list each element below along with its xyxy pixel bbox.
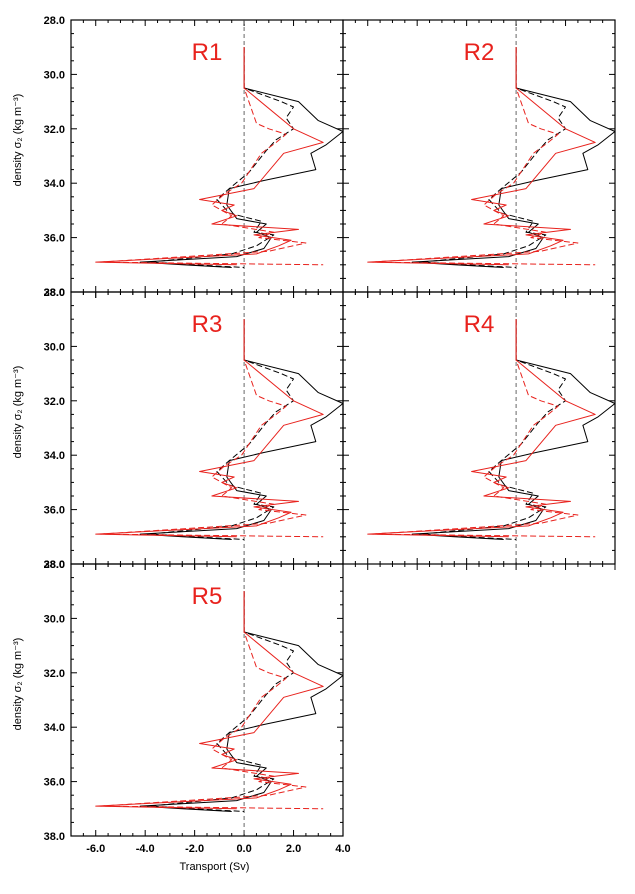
series-line-black-dashed <box>149 319 294 540</box>
y-tick-label: 38.0 <box>44 287 65 299</box>
y-tick-label: 30.0 <box>44 613 65 625</box>
y-tick-label: 30.0 <box>44 341 65 353</box>
x-tick-label: 4.0 <box>335 843 350 855</box>
y-tick-label: 38.0 <box>44 831 65 843</box>
series-line-red-dashed <box>100 47 324 266</box>
panel-r4: R4 <box>342 291 616 570</box>
series-line-black-dashed <box>149 591 294 812</box>
panel-r5: 28.0 30.0 32.0 34.0 36.0 38.0 density σ₂ (kg m… <box>12 559 351 873</box>
y-tick-label: 34.0 <box>44 178 65 190</box>
y-axis-label: density σ₂ (kg m⁻³) <box>12 638 24 731</box>
series-line-black-solid <box>139 319 344 540</box>
series-line-red-dashed <box>100 319 324 538</box>
y-axis-label: density σ₂ (kg m⁻³) <box>12 366 24 459</box>
y-tick-label: 28.0 <box>44 559 65 571</box>
panel-r1: 28.0 30.0 32.0 34.0 36.0 38.0 density σ₂ (kg m… <box>12 15 344 299</box>
y-tick-label: 32.0 <box>44 396 65 408</box>
y-tick-label: 34.0 <box>44 450 65 462</box>
series-line-red-dashed <box>372 47 596 266</box>
panel-title: R2 <box>464 39 495 66</box>
y-tick-label: 32.0 <box>44 124 65 136</box>
series-line-black-dashed <box>421 47 566 268</box>
y-tick-label: 36.0 <box>44 505 65 517</box>
series-line-red-solid <box>367 47 596 266</box>
panel-title: R4 <box>464 311 495 338</box>
panel-title: R1 <box>192 39 223 66</box>
series-line-red-solid <box>367 319 596 538</box>
y-tick-label: 36.0 <box>44 777 65 789</box>
x-tick-label: -4.0 <box>136 843 155 855</box>
y-tick-label: 30.0 <box>44 69 65 81</box>
panel-r3: 28.0 30.0 32.0 34.0 36.0 38.0 density σ₂ (kg m… <box>12 287 344 571</box>
y-axis-label: density σ₂ (kg m⁻³) <box>12 94 24 187</box>
y-tick-label: 34.0 <box>44 722 65 734</box>
series-line-black-dashed <box>149 47 294 268</box>
panel-title: R5 <box>192 583 223 610</box>
y-tick-label: 36.0 <box>44 233 65 245</box>
x-tick-label: 2.0 <box>286 843 301 855</box>
panel-r2: R2 <box>342 19 616 298</box>
x-tick-label: 0.0 <box>236 843 251 855</box>
series-line-red-solid <box>95 47 324 266</box>
series-line-black-solid <box>139 591 344 812</box>
series-line-black-solid <box>411 47 616 268</box>
series-line-red-dashed <box>372 319 596 538</box>
x-tick-label: -2.0 <box>185 843 204 855</box>
y-tick-label: 28.0 <box>44 15 65 27</box>
y-tick-label: 32.0 <box>44 668 65 680</box>
y-tick-label: 38.0 <box>44 559 65 571</box>
x-axis-label: Transport (Sv) <box>179 861 249 873</box>
series-line-black-solid <box>411 319 616 540</box>
series-line-black-dashed <box>421 319 566 540</box>
y-tick-label: 28.0 <box>44 287 65 299</box>
series-line-black-solid <box>139 47 344 268</box>
series-line-red-solid <box>95 319 324 538</box>
series-line-red-solid <box>95 591 324 810</box>
panel-title: R3 <box>192 311 223 338</box>
x-tick-label: -6.0 <box>86 843 105 855</box>
series-line-red-dashed <box>100 591 324 810</box>
